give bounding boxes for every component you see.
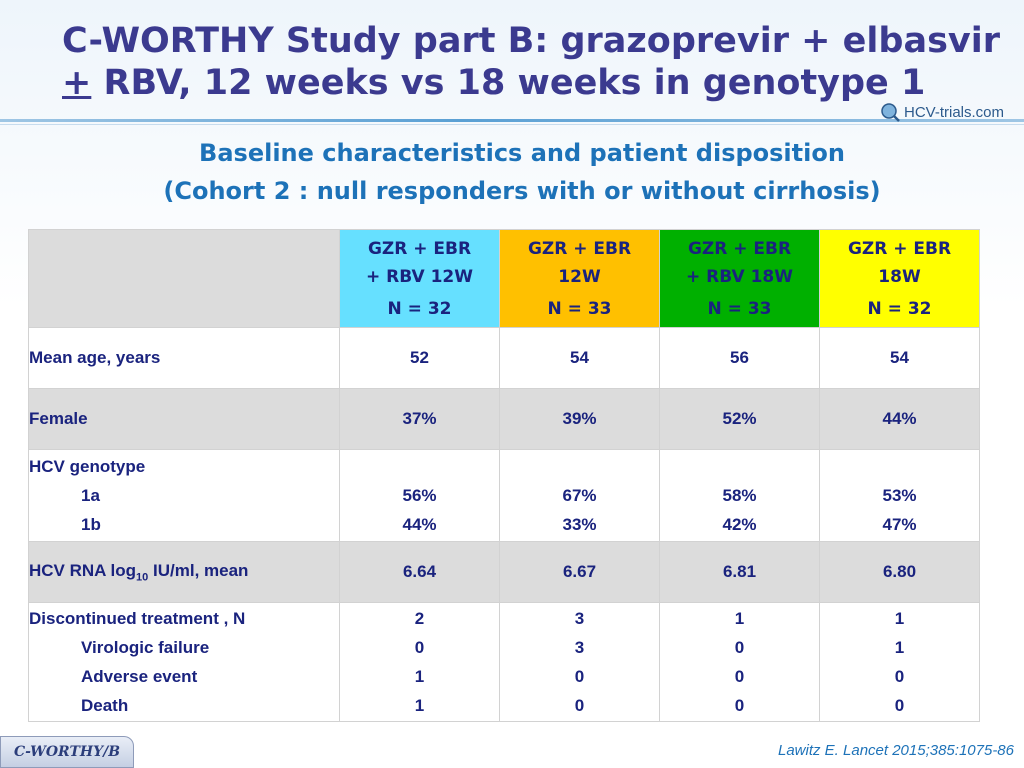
header-line-2: + RBV 12W — [365, 266, 473, 287]
table-cell: 6.81 — [659, 541, 820, 603]
header-corner-cell — [28, 229, 340, 328]
header-divider — [0, 119, 1024, 122]
value-adverse: 1 — [414, 667, 425, 686]
header-line-1: GZR + EBR — [847, 238, 952, 259]
title-line-2-text: RBV, 12 weeks vs 18 weeks in genotype 1 — [91, 63, 926, 103]
value-1b: 47% — [882, 515, 917, 534]
header-gzr-ebr-rbv-18w: GZR + EBR + RBV 18W N = 33 — [659, 229, 820, 328]
death-label: Death — [81, 696, 129, 715]
value-adverse: 0 — [574, 667, 585, 686]
table-cell: 1 1 0 0 — [819, 602, 980, 722]
value-virologic: 3 — [574, 638, 585, 657]
header-n: N = 33 — [547, 298, 612, 319]
table-cell: 6.67 — [499, 541, 660, 603]
table-cell: 58% 42% — [659, 449, 820, 542]
value-1a: 53% — [882, 486, 917, 505]
hcv-trials-logo: HCV-trials.com — [880, 100, 1004, 124]
header-gzr-ebr-12w: GZR + EBR 12W N = 33 — [499, 229, 660, 328]
slide-title: C-WORTHY Study part B: grazoprevir + elb… — [62, 20, 1000, 104]
logo-text: HCV-trials.com — [904, 103, 1005, 121]
table-cell: 53% 47% — [819, 449, 980, 542]
value-virologic: 0 — [414, 638, 425, 657]
value-1a: 67% — [562, 486, 597, 505]
genotype-label: HCV genotype — [29, 457, 146, 476]
value-adverse: 0 — [894, 667, 905, 686]
value-death: 1 — [414, 696, 425, 715]
genotype-1a-label: 1a — [81, 486, 100, 505]
row-label-hcv-rna: HCV RNA log10 IU/ml, mean — [28, 541, 340, 603]
title-line-1: C-WORTHY Study part B: grazoprevir + elb… — [62, 21, 1000, 61]
header-n: N = 32 — [867, 298, 932, 319]
table-cell: 1 0 0 0 — [659, 602, 820, 722]
citation: Lawitz E. Lancet 2015;385:1075-86 — [777, 742, 1014, 759]
adverse-event-label: Adverse event — [81, 667, 198, 686]
value-death: 0 — [734, 696, 745, 715]
table-row-hcv-genotype: HCV genotype 1a 1b 56% 44% 67% 33% 58% 42% … — [28, 449, 980, 542]
value-death: 0 — [574, 696, 585, 715]
table-cell: 3 3 0 0 — [499, 602, 660, 722]
value-virologic: 0 — [734, 638, 745, 657]
header-line-1: GZR + EBR — [367, 238, 472, 259]
row-label-hcv-genotype: HCV genotype 1a 1b — [28, 449, 340, 542]
table-cell: 54 — [819, 327, 980, 389]
header-n: N = 32 — [387, 298, 452, 319]
table-cell: 44% — [819, 388, 980, 450]
row-label-female: Female — [28, 388, 340, 450]
value-virologic: 1 — [894, 638, 905, 657]
value-total: 1 — [734, 609, 745, 628]
row-label-mean-age: Mean age, years — [28, 327, 340, 389]
value-death: 0 — [894, 696, 905, 715]
plus-minus-sign: + — [62, 63, 92, 103]
table-cell: 39% — [499, 388, 660, 450]
value-total: 1 — [894, 609, 905, 628]
value-1b: 42% — [722, 515, 757, 534]
genotype-1b-label: 1b — [81, 515, 101, 534]
table-cell: 67% 33% — [499, 449, 660, 542]
magnifier-logo-icon — [881, 103, 900, 122]
discontinued-label: Discontinued treatment , N — [29, 609, 246, 628]
table-row-female: Female 37% 39% 52% 44% — [28, 388, 980, 450]
value-1a: 58% — [722, 486, 757, 505]
table-cell: 56 — [659, 327, 820, 389]
row-label-discontinued: Discontinued treatment , N Virologic fai… — [28, 602, 340, 722]
header-gzr-ebr-18w: GZR + EBR 18W N = 32 — [819, 229, 980, 328]
table-cell: 37% — [339, 388, 500, 450]
value-1b: 44% — [402, 515, 437, 534]
table-cell: 52 — [339, 327, 500, 389]
table-row-mean-age: Mean age, years 52 54 56 54 — [28, 327, 980, 389]
value-1b: 33% — [562, 515, 597, 534]
table-header-row: GZR + EBR + RBV 12W N = 32 GZR + EBR 12W… — [28, 229, 980, 328]
value-total: 3 — [574, 609, 585, 628]
header-line-2: + RBV 18W — [685, 266, 793, 287]
slide-subtitle: Baseline characteristics and patient dis… — [0, 134, 1024, 210]
header-line-2: 12W — [558, 266, 601, 287]
subtitle-line-2: (Cohort 2 : null responders with or with… — [163, 177, 881, 205]
rna-label-subscript: 10 — [136, 571, 149, 584]
table-cell: 6.64 — [339, 541, 500, 603]
value-1a: 56% — [402, 486, 437, 505]
header-line-1: GZR + EBR — [527, 238, 632, 259]
rna-label-text: HCV RNA log — [29, 560, 137, 580]
rna-label-unit: IU/ml, mean — [148, 560, 249, 580]
virologic-failure-label: Virologic failure — [81, 638, 210, 657]
header-line-2: 18W — [878, 266, 921, 287]
table-cell: 54 — [499, 327, 660, 389]
subtitle-line-1: Baseline characteristics and patient dis… — [199, 139, 845, 167]
table-row-hcv-rna: HCV RNA log10 IU/ml, mean 6.64 6.67 6.81… — [28, 541, 980, 603]
table-cell: 56% 44% — [339, 449, 500, 542]
value-total: 2 — [414, 609, 425, 628]
study-tab: C-WORTHY/B — [0, 736, 134, 768]
table-row-discontinued: Discontinued treatment , N Virologic fai… — [28, 602, 980, 722]
header-divider-thin — [0, 124, 1024, 125]
table-cell: 52% — [659, 388, 820, 450]
header-n: N = 33 — [707, 298, 772, 319]
baseline-characteristics-table: GZR + EBR + RBV 12W N = 32 GZR + EBR 12W… — [28, 229, 980, 722]
header-gzr-ebr-rbv-12w: GZR + EBR + RBV 12W N = 32 — [339, 229, 500, 328]
table-cell: 6.80 — [819, 541, 980, 603]
value-adverse: 0 — [734, 667, 745, 686]
title-line-2: + RBV, 12 weeks vs 18 weeks in genotype … — [62, 62, 962, 104]
header-line-1: GZR + EBR — [687, 238, 792, 259]
